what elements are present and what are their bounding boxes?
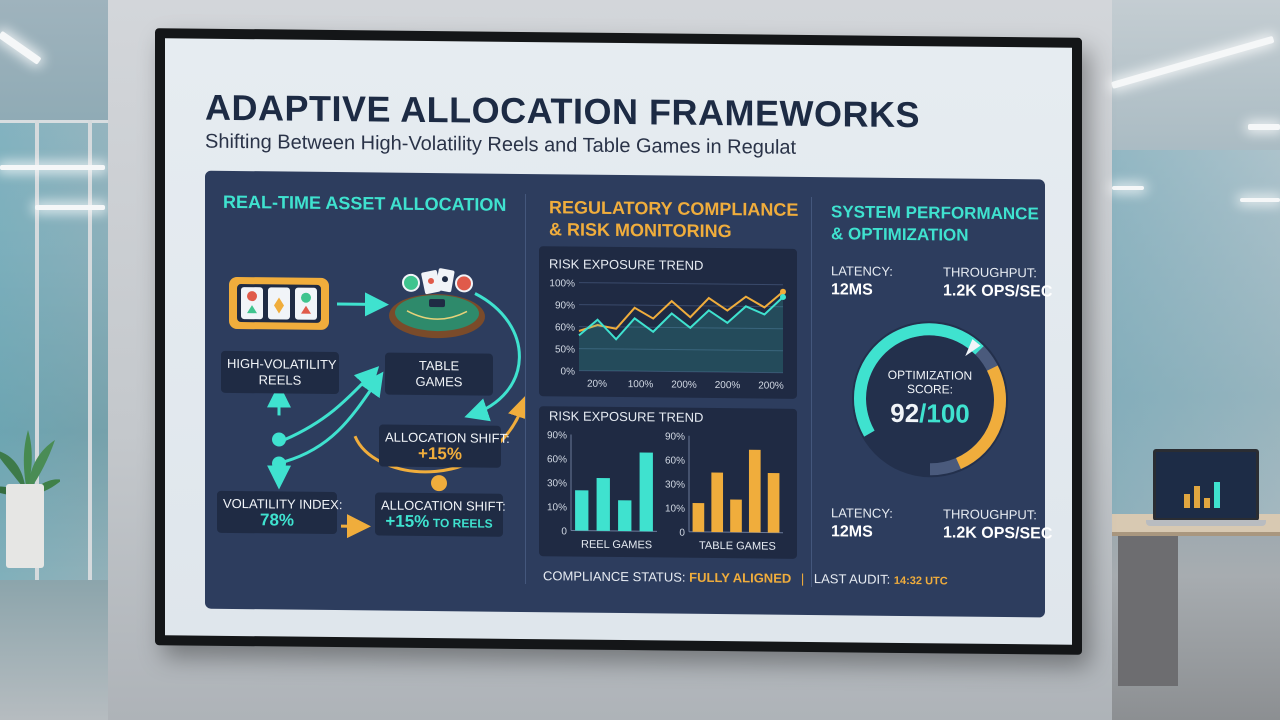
laptop-base <box>1146 520 1266 526</box>
compliance-status-bar: COMPLIANCE STATUS: FULLY ALIGNED | LAST … <box>543 568 948 588</box>
volatility-index-box: VOLATILITY INDEX: 78% <box>217 490 342 535</box>
latency-value: 12MS <box>831 281 873 299</box>
dashboard-panel: REAL-TIME ASSET ALLOCATION <box>205 170 1052 618</box>
ceiling-light <box>1240 198 1280 202</box>
latency-label-2: LATENCY: <box>831 505 893 521</box>
page-title: ADAPTIVE ALLOCATION FRAMEWORKS <box>205 86 920 136</box>
risk-trend-chart: RISK EXPOSURE TREND 100% 90% 60% 50% 0% 20% 10… <box>539 246 797 399</box>
desk-cabinet <box>1118 536 1178 686</box>
throughput-value: 1.2K OPS/SEC <box>943 282 1053 301</box>
series-end-point <box>780 294 786 301</box>
y-tick-label: 90% <box>555 300 575 311</box>
y-tick-label: 10% <box>665 503 685 514</box>
risk-bar-charts: RISK EXPOSURE TREND 90% 60% 30% 10% 0 90% 60% 3… <box>539 406 797 559</box>
grid-line <box>579 304 783 308</box>
optimization-gauge <box>852 321 1008 478</box>
ceiling-light <box>1248 124 1280 130</box>
bar <box>575 490 589 531</box>
y-tick-label: 0 <box>679 528 685 539</box>
laptop-screen <box>1153 449 1259 521</box>
x-tick-label: 100% <box>628 379 654 390</box>
y-tick-label: 10% <box>547 502 567 513</box>
grid-line <box>579 326 783 330</box>
grid-line <box>579 370 783 374</box>
allocation-shift-box: ALLOCATION SHIFT: +15% <box>379 424 510 468</box>
plant-icon <box>0 430 60 496</box>
table-games-label: TABLE GAMES <box>699 539 776 553</box>
ceiling-light <box>0 165 105 170</box>
x-tick-label: 200% <box>715 380 741 391</box>
risk-bar-plot: 90% 60% 30% 10% 0 90% 60% 30% 10% 0 <box>547 430 783 539</box>
bar <box>748 449 761 533</box>
y-tick-label: 0% <box>561 366 576 377</box>
slot-machine-icon <box>229 277 329 330</box>
window-mullion <box>35 120 39 580</box>
bar <box>618 500 632 532</box>
throughput-label: THROUGHPUT: <box>943 264 1037 281</box>
x-axis <box>689 531 783 534</box>
table-games-label: TABLE GAMES <box>385 352 493 396</box>
y-tick-label: 90% <box>547 430 567 441</box>
latency-label: LATENCY: <box>831 263 893 279</box>
window-mullion <box>88 120 92 580</box>
gauge-fill-gold <box>955 365 1006 470</box>
dashboard-screen: ADAPTIVE ALLOCATION FRAMEWORKS Shifting … <box>165 38 1072 645</box>
ceiling-light <box>1112 186 1144 190</box>
gauge-fill-teal <box>854 323 984 437</box>
series-line-0 <box>578 290 784 332</box>
reels-label: HIGH-VOLATILITY REELS <box>221 350 339 395</box>
office-window-left <box>0 0 110 720</box>
bar <box>692 502 705 532</box>
y-tick-label: 60% <box>547 454 567 465</box>
y-tick-label: 90% <box>665 431 685 442</box>
y-tick-label: 50% <box>555 344 575 355</box>
throughput-label-2: THROUGHPUT: <box>943 506 1037 523</box>
panel-divider <box>811 197 812 588</box>
y-tick-label: 60% <box>555 322 575 333</box>
series-line-1 <box>578 296 784 341</box>
compliance-panel-title: REGULATORY COMPLIANCE & RISK MONITORING <box>549 197 799 242</box>
y-tick-label: 30% <box>547 478 567 489</box>
performance-panel-title: SYSTEM PERFORMANCE & OPTIMIZATION <box>831 202 1039 245</box>
bar <box>711 472 724 533</box>
x-tick-label: 20% <box>587 379 607 390</box>
page-subtitle: Shifting Between High-Volatility Reels a… <box>205 130 797 159</box>
bar <box>730 499 742 533</box>
plant-pot <box>6 484 44 568</box>
optimization-score: OPTIMIZATION SCORE: 92/100 <box>887 367 973 429</box>
series-end-point <box>780 288 786 295</box>
y-tick-label: 30% <box>665 479 685 490</box>
bar <box>596 477 610 531</box>
gauge-needle <box>965 339 981 357</box>
bar <box>639 452 653 532</box>
reel-games-label: REEL GAMES <box>581 538 653 552</box>
x-tick-label: 200% <box>758 380 784 391</box>
series-area <box>579 297 783 373</box>
allocation-flow-diagram <box>267 292 525 539</box>
throughput-value-2: 1.2K OPS/SEC <box>943 524 1053 543</box>
y-tick-label: 60% <box>665 455 685 466</box>
panel-divider <box>525 194 526 585</box>
x-tick-label: 200% <box>671 380 697 391</box>
risk-trend-plot: 100% 90% 60% 50% 0% 20% 100% 200% 200% 200% <box>549 278 786 392</box>
grid-line <box>579 348 783 352</box>
latency-value-2: 12MS <box>831 523 873 541</box>
wall-monitor: ADAPTIVE ALLOCATION FRAMEWORKS Shifting … <box>155 28 1082 655</box>
allocation-shift-reels-box: ALLOCATION SHIFT: +15% TO REELS <box>375 492 506 537</box>
ceiling-light <box>35 205 105 210</box>
grid-line <box>579 282 783 286</box>
y-tick-label: 100% <box>549 278 575 289</box>
bar <box>767 473 780 533</box>
y-tick-label: 0 <box>561 526 567 537</box>
card-table-icon <box>389 268 485 339</box>
gauge-background <box>852 321 1008 478</box>
